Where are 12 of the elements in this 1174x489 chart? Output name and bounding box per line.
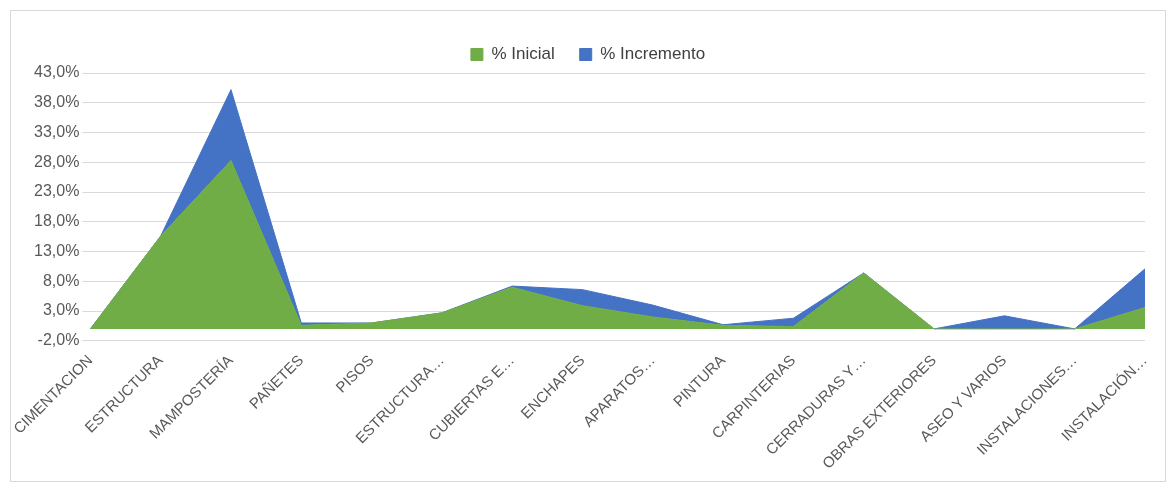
y-tick-label: 28,0% bbox=[33, 152, 80, 170]
y-tick-label: 43,0% bbox=[33, 63, 80, 81]
y-tick-label: 18,0% bbox=[33, 212, 80, 230]
legend-label: % Incremento bbox=[600, 44, 706, 64]
y-tick-label: 13,0% bbox=[33, 241, 80, 259]
y-tick-label: 38,0% bbox=[33, 93, 80, 111]
y-tick-label: 23,0% bbox=[33, 182, 80, 200]
y-tick-label: -2,0% bbox=[37, 331, 80, 349]
y-tick-label: 8,0% bbox=[42, 271, 80, 289]
y-tick-label: 33,0% bbox=[33, 122, 80, 140]
legend-label: % Inicial bbox=[491, 44, 555, 64]
y-tick-label: 3,0% bbox=[42, 301, 80, 319]
